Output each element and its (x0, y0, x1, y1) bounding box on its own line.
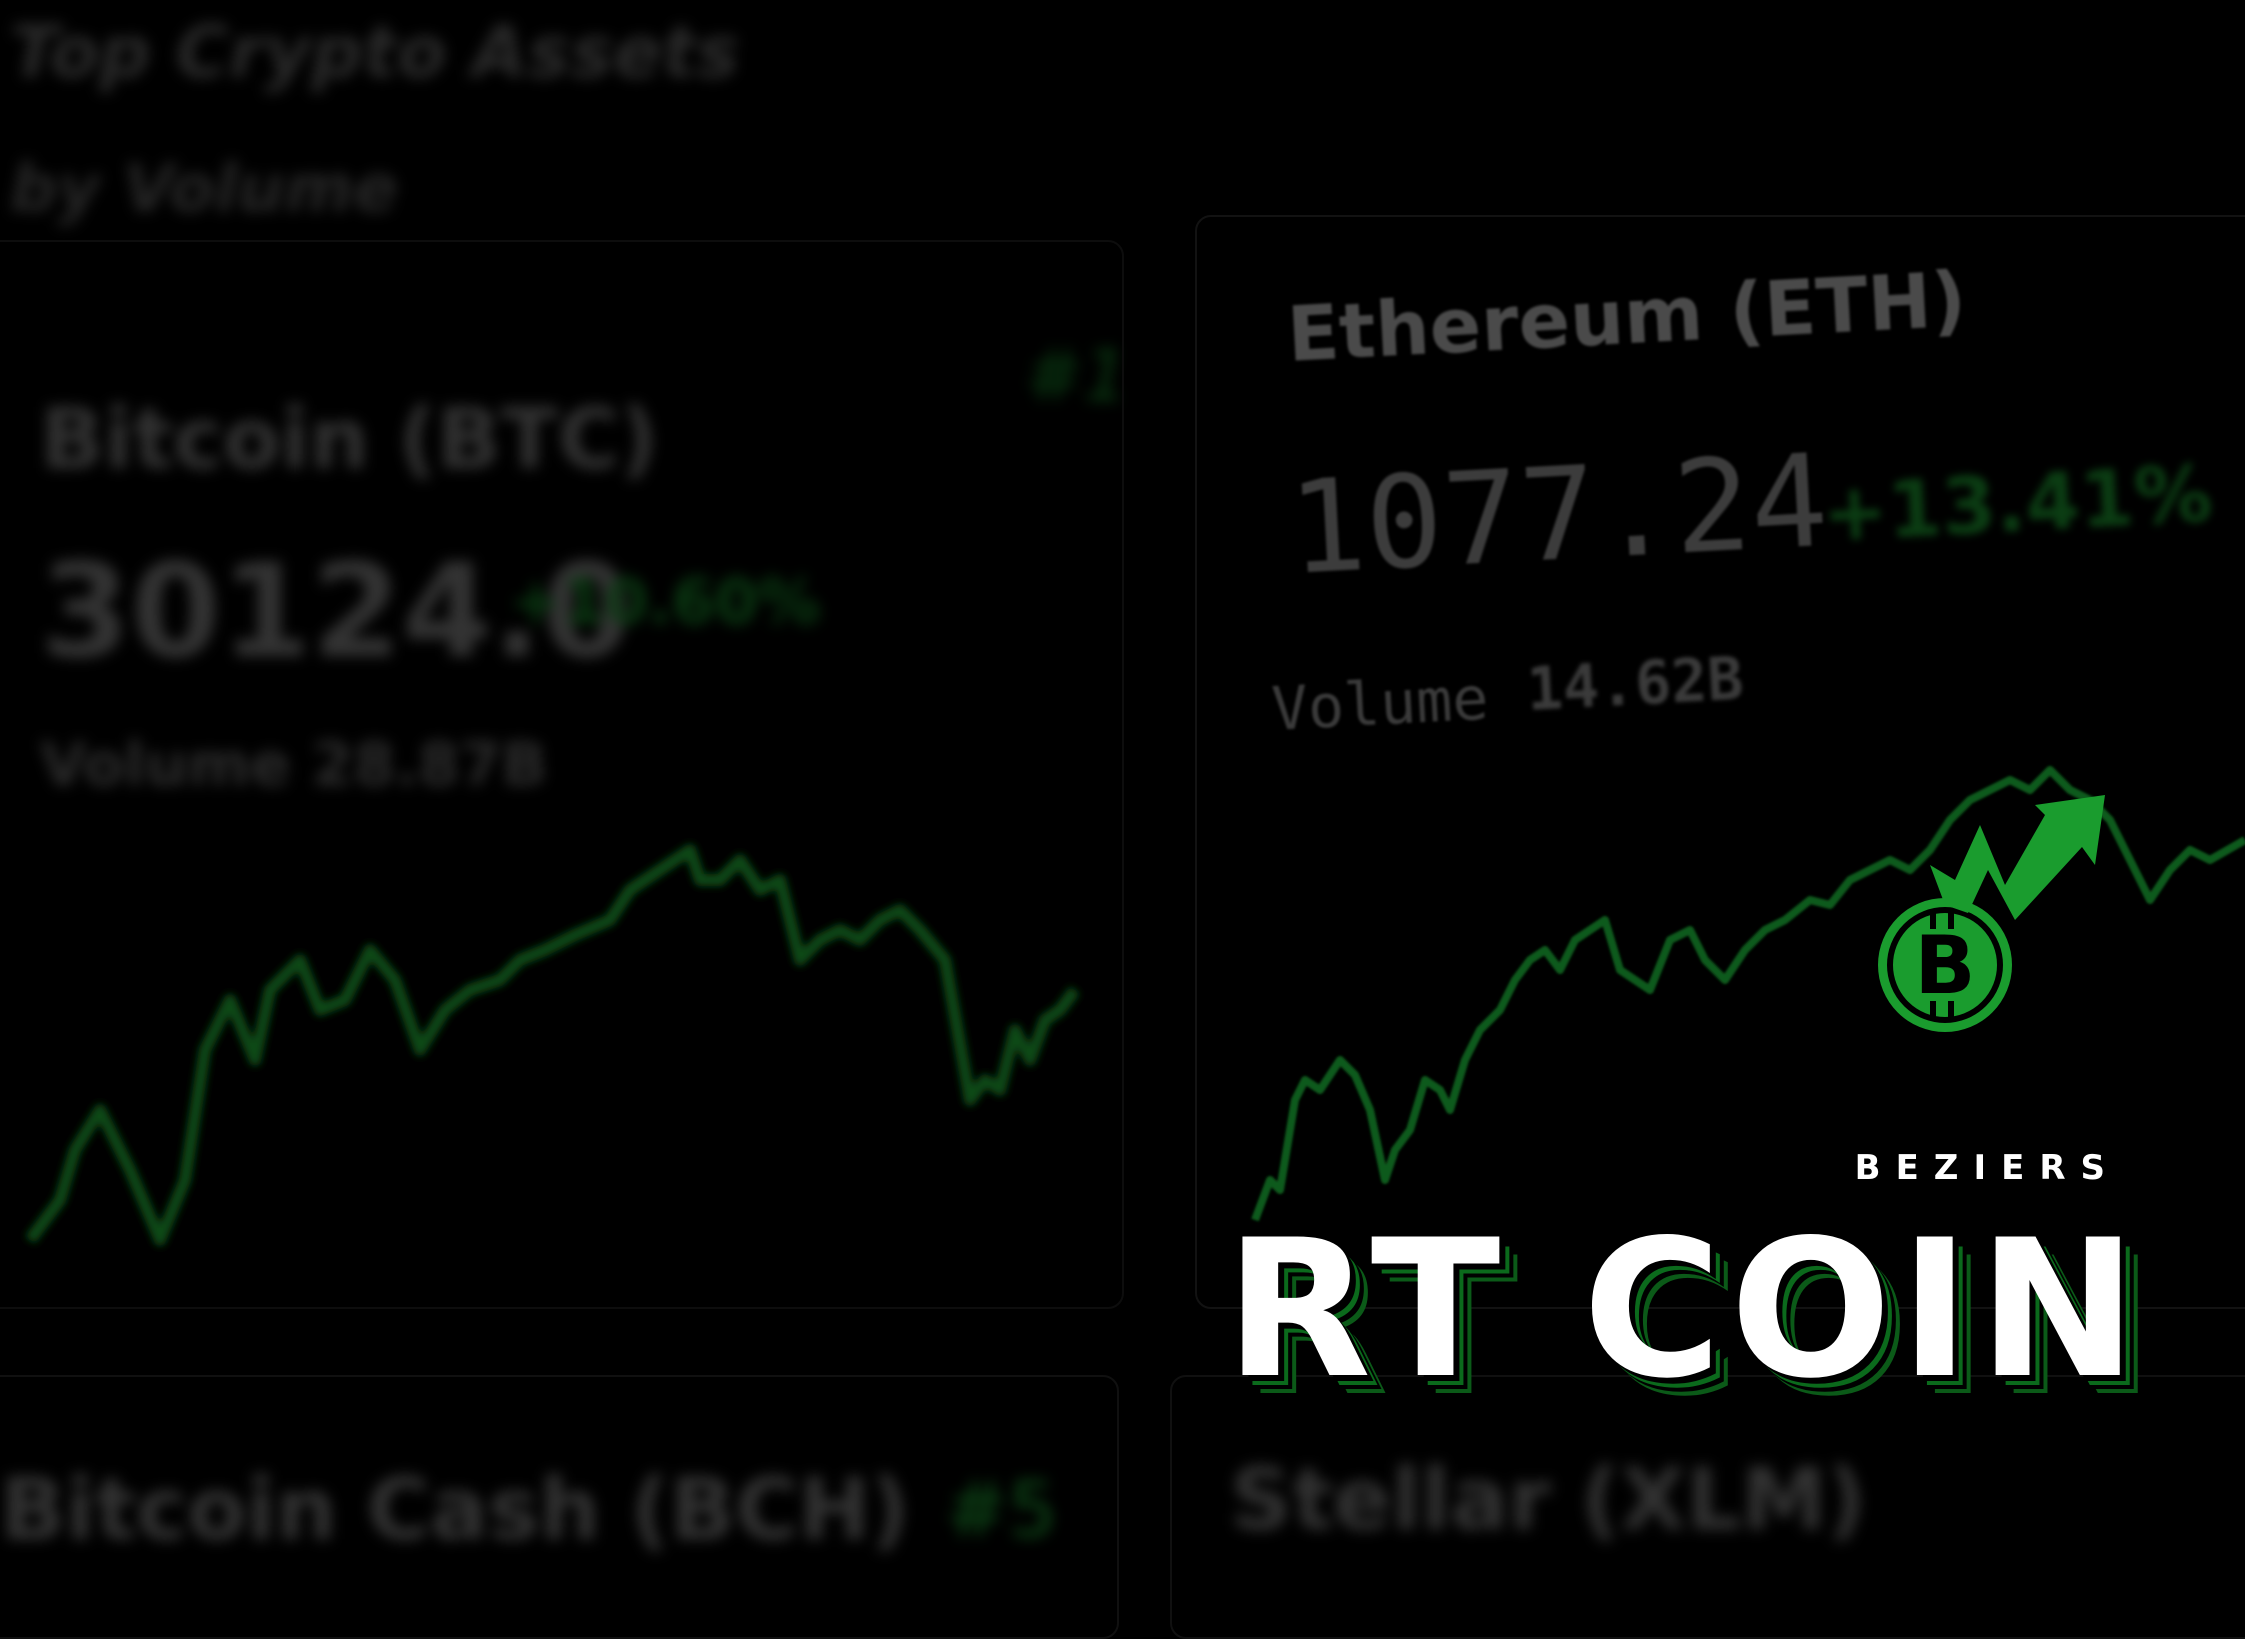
bitcoin-growth-arrow-icon: B (1878, 795, 2105, 1032)
header-text-1: Top Crypto Assets (10, 10, 740, 94)
btc-volume: Volume 28.87B (40, 730, 548, 800)
brand-title: RT COIN (1225, 1199, 2146, 1420)
price-lines (25, 766, 2245, 1246)
btc-price: 30124.0 (40, 535, 633, 687)
card-eth-border (1195, 215, 2245, 1309)
btc-line (25, 844, 1080, 1246)
svg-text:B: B (1915, 919, 1976, 1012)
background-blurred-layer: Top Crypto Assets by Volume #1 Bitcoin (… (0, 10, 1867, 1560)
xlm-name: Stellar (XLM) (1230, 1450, 1867, 1550)
btc-change: +10.60% (510, 565, 821, 638)
header-text-2: by Volume (10, 150, 399, 227)
brand-subtitle: BEZIERS (1854, 1148, 2120, 1188)
card-btc-border (0, 240, 1124, 1309)
btc-name: Bitcoin (BTC) (40, 390, 659, 488)
bch-name: Bitcoin Cash (BCH) (0, 1460, 910, 1560)
eth-line (1251, 766, 2245, 1222)
btc-rank: #1 (1025, 335, 1129, 417)
bch-rank: #5 (945, 1465, 1058, 1554)
